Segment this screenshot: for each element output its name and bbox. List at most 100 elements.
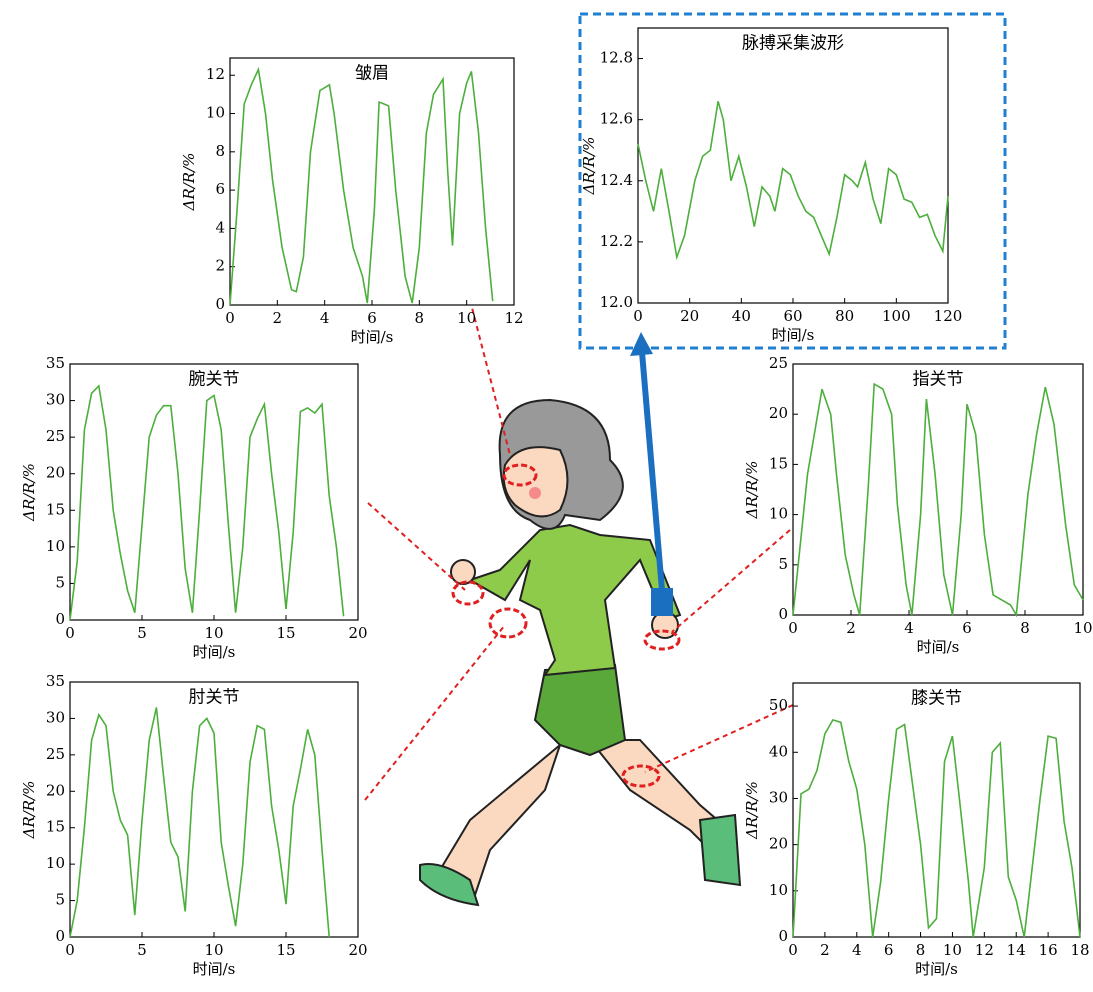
- y-axis-label: ΔR/R/%: [180, 153, 198, 212]
- y-tick-label: 12.0: [600, 293, 633, 311]
- y-tick-label: 20: [46, 781, 65, 799]
- chart-title: 脉搏采集波形: [742, 34, 844, 54]
- y-axis-label: ΔR/R/%: [743, 781, 761, 840]
- x-tick-label: 2: [273, 309, 283, 327]
- x-tick-label: 10: [1073, 619, 1092, 637]
- y-tick-label: 5: [778, 555, 788, 573]
- y-tick-label: 30: [46, 708, 65, 726]
- plot-frame: [69, 363, 359, 621]
- x-tick-label: 6: [962, 619, 972, 637]
- data-line: [637, 101, 949, 261]
- y-tick-label: 6: [215, 180, 225, 198]
- y-tick-label: 10: [206, 104, 225, 122]
- chart-title: 膝关节: [911, 689, 962, 709]
- sensor: [451, 580, 485, 606]
- y-tick-label: 10: [769, 881, 788, 899]
- y-tick-label: 20: [46, 464, 65, 482]
- x-tick-label: 0: [788, 941, 798, 959]
- x-tick-label: 0: [225, 309, 235, 327]
- x-tick-label: 120: [934, 307, 963, 325]
- connector: [364, 624, 506, 801]
- shirt: [467, 523, 682, 677]
- x-axis-label: 时间/s: [917, 638, 960, 656]
- shorts: [533, 663, 627, 757]
- y-tick-label: 35: [46, 672, 65, 690]
- y-tick-label: 15: [769, 454, 788, 472]
- data-line: [69, 384, 345, 621]
- y-tick-label: 5: [55, 573, 65, 591]
- y-tick-label: 15: [46, 500, 65, 518]
- y-tick-label: 30: [769, 788, 788, 806]
- x-tick-label: 10: [204, 624, 223, 642]
- connector: [644, 704, 794, 773]
- chart-title: 腕关节: [189, 370, 240, 390]
- plot-frame: [792, 363, 1084, 616]
- y-tick-label: 25: [46, 745, 65, 763]
- plot-frame: [69, 681, 359, 938]
- connector: [671, 529, 791, 633]
- y-tick-label: 0: [55, 927, 65, 945]
- y-tick-label: 8: [215, 142, 225, 160]
- y-tick-label: 20: [769, 835, 788, 853]
- x-axis-label: 时间/s: [193, 643, 236, 661]
- y-tick-label: 50: [769, 696, 788, 714]
- x-tick-label: 14: [1007, 941, 1026, 959]
- y-tick-label: 25: [769, 354, 788, 372]
- x-tick-label: 0: [65, 624, 75, 642]
- y-tick-label: 12.6: [600, 110, 633, 128]
- x-tick-label: 10: [204, 941, 223, 959]
- y-tick-label: 12: [206, 65, 225, 83]
- y-tick-label: 12.2: [600, 232, 633, 250]
- x-tick-label: 0: [633, 307, 643, 325]
- x-axis-label: 时间/s: [193, 960, 236, 978]
- y-tick-label: 2: [215, 257, 225, 275]
- y-tick-label: 15: [46, 818, 65, 836]
- x-tick-label: 5: [137, 624, 147, 642]
- x-tick-label: 10: [457, 309, 476, 327]
- connector: [367, 502, 466, 591]
- y-tick-label: 35: [46, 354, 65, 372]
- y-tick-label: 0: [215, 295, 225, 313]
- y-tick-label: 0: [778, 605, 788, 623]
- arrow-head: [630, 332, 653, 356]
- cheek: [529, 487, 541, 499]
- x-axis-label: 时间/s: [772, 326, 815, 344]
- x-tick-label: 16: [1039, 941, 1058, 959]
- x-tick-label: 4: [320, 309, 330, 327]
- x-tick-label: 5: [137, 941, 147, 959]
- x-tick-label: 0: [788, 619, 798, 637]
- x-tick-label: 10: [943, 941, 962, 959]
- x-tick-label: 15: [276, 941, 295, 959]
- hand: [450, 559, 476, 585]
- y-axis-label: ΔR/R/%: [20, 463, 38, 522]
- shoe: [698, 813, 742, 887]
- x-tick-label: 12: [504, 309, 523, 327]
- plot-frame: [229, 57, 515, 306]
- shoe: [419, 863, 480, 907]
- x-tick-label: 6: [884, 941, 894, 959]
- x-tick-label: 20: [680, 307, 699, 325]
- arrow: [639, 351, 665, 591]
- x-tick-label: 8: [916, 941, 926, 959]
- x-tick-label: 0: [65, 941, 75, 959]
- chart-title: 皱眉: [355, 64, 389, 84]
- x-tick-label: 12: [975, 941, 994, 959]
- y-axis-label: ΔR/R/%: [20, 781, 38, 840]
- y-tick-label: 4: [215, 218, 225, 236]
- sensor: [621, 764, 661, 788]
- y-tick-label: 10: [46, 537, 65, 555]
- highlight-box: [578, 12, 1007, 350]
- chart-title: 指关节: [913, 370, 964, 390]
- sensor: [643, 629, 681, 651]
- data-line: [792, 382, 1084, 618]
- y-tick-label: 5: [55, 891, 65, 909]
- y-axis-label: ΔR/R/%: [743, 461, 761, 520]
- x-tick-label: 8: [415, 309, 425, 327]
- x-tick-label: 2: [846, 619, 856, 637]
- x-tick-label: 18: [1070, 941, 1089, 959]
- x-tick-label: 80: [835, 307, 854, 325]
- sensor: [502, 463, 538, 487]
- y-tick-label: 0: [55, 610, 65, 628]
- data-line: [69, 707, 330, 938]
